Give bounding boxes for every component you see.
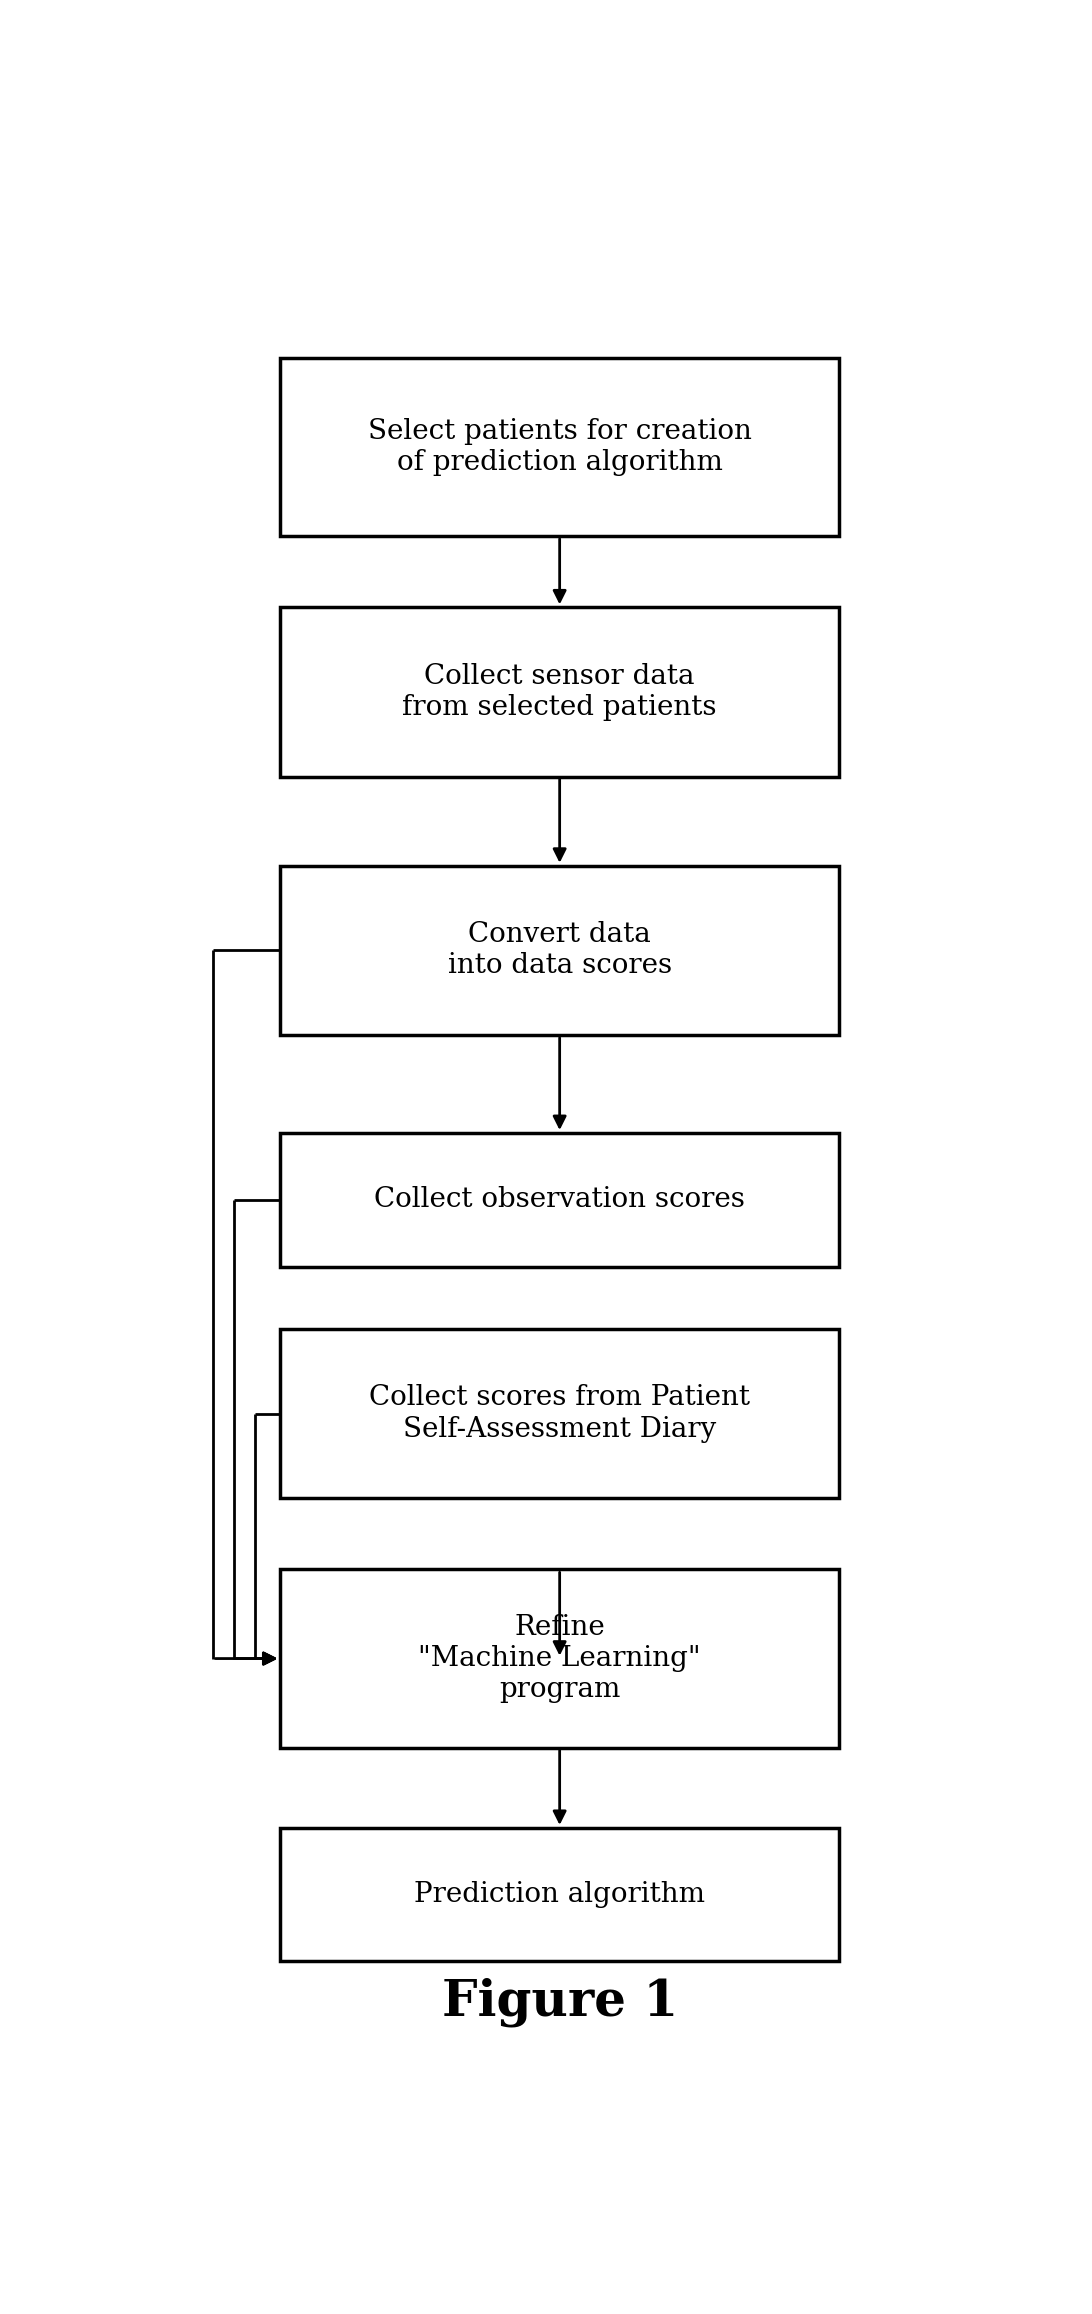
Text: Collect sensor data
from selected patients: Collect sensor data from selected patien…	[402, 662, 717, 722]
Text: Collect observation scores: Collect observation scores	[375, 1187, 745, 1213]
FancyBboxPatch shape	[281, 606, 839, 778]
Text: Prediction algorithm: Prediction algorithm	[414, 1881, 705, 1909]
Text: Collect scores from Patient
Self-Assessment Diary: Collect scores from Patient Self-Assessm…	[369, 1384, 750, 1442]
Text: Figure 1: Figure 1	[441, 1978, 678, 2027]
Text: Convert data
into data scores: Convert data into data scores	[448, 921, 672, 979]
FancyBboxPatch shape	[281, 1828, 839, 1962]
FancyBboxPatch shape	[281, 359, 839, 537]
FancyBboxPatch shape	[281, 1134, 839, 1266]
Text: Refine
"Machine Learning"
program: Refine "Machine Learning" program	[418, 1613, 701, 1703]
FancyBboxPatch shape	[281, 1569, 839, 1747]
FancyBboxPatch shape	[281, 1328, 839, 1497]
Text: Select patients for creation
of prediction algorithm: Select patients for creation of predicti…	[368, 419, 751, 477]
FancyBboxPatch shape	[281, 865, 839, 1034]
